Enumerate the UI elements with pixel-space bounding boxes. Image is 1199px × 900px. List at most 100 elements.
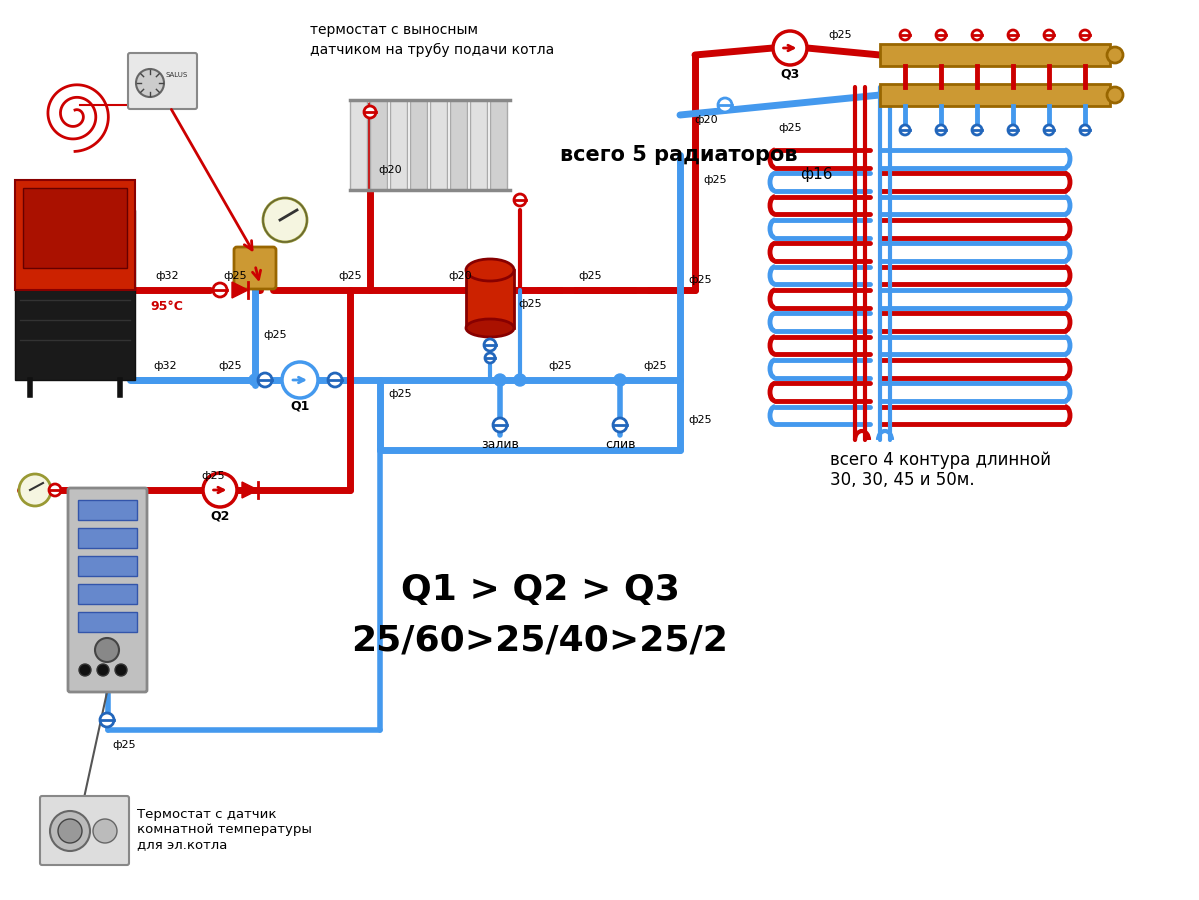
Bar (466, 270, 514, 328)
Circle shape (19, 474, 52, 506)
Circle shape (213, 283, 227, 297)
Ellipse shape (466, 319, 514, 337)
Circle shape (135, 69, 164, 97)
Circle shape (97, 664, 109, 676)
FancyBboxPatch shape (68, 488, 147, 692)
Circle shape (494, 374, 506, 386)
Text: датчиком на трубу подачи котла: датчиком на трубу подачи котла (311, 43, 554, 57)
Text: ф25: ф25 (223, 271, 247, 281)
Bar (78, 612, 137, 632)
Bar (370, 100, 387, 190)
Text: 30, 30, 45 и 50м.: 30, 30, 45 и 50м. (830, 471, 975, 489)
Circle shape (1044, 30, 1054, 40)
Text: Q2: Q2 (210, 509, 230, 523)
Text: слив: слив (604, 438, 635, 452)
Bar (78, 528, 137, 548)
Text: ф25: ф25 (218, 361, 242, 371)
Polygon shape (242, 482, 258, 498)
Circle shape (718, 98, 733, 112)
Text: SALUS: SALUS (165, 72, 188, 78)
Text: ф25: ф25 (643, 361, 667, 371)
Circle shape (258, 373, 272, 387)
Circle shape (100, 713, 114, 727)
Circle shape (49, 484, 61, 496)
Bar (470, 100, 487, 190)
Text: ф25: ф25 (518, 299, 542, 309)
Circle shape (329, 373, 342, 387)
Circle shape (514, 194, 526, 206)
Text: ф16: ф16 (800, 167, 832, 183)
Bar (880, 44, 1110, 66)
Text: ф25: ф25 (703, 175, 727, 185)
FancyBboxPatch shape (40, 796, 129, 865)
Text: Q1 > Q2 > Q3: Q1 > Q2 > Q3 (400, 573, 680, 607)
Text: ф25: ф25 (201, 471, 225, 481)
Bar (78, 556, 137, 576)
Text: ф20: ф20 (448, 271, 472, 281)
Bar (16, 210, 135, 380)
Circle shape (936, 125, 946, 135)
Bar (410, 100, 427, 190)
Bar (16, 180, 135, 290)
Circle shape (58, 819, 82, 843)
Text: ф25: ф25 (778, 123, 802, 133)
Bar (490, 100, 507, 190)
Circle shape (94, 819, 118, 843)
Text: ф25: ф25 (263, 330, 287, 340)
Text: Q3: Q3 (781, 68, 800, 80)
Circle shape (900, 125, 910, 135)
Bar (78, 500, 137, 520)
Bar (880, 84, 1110, 106)
Circle shape (1107, 47, 1123, 63)
Text: ф25: ф25 (112, 740, 135, 750)
Text: 25/60>25/40>25/2: 25/60>25/40>25/2 (351, 623, 729, 657)
Bar (390, 100, 406, 190)
Circle shape (1044, 125, 1054, 135)
Circle shape (95, 638, 119, 662)
Text: ф32: ф32 (155, 271, 179, 281)
Circle shape (936, 30, 946, 40)
Circle shape (263, 198, 307, 242)
Circle shape (972, 125, 982, 135)
Circle shape (50, 811, 90, 851)
Circle shape (900, 30, 910, 40)
Text: ф20: ф20 (694, 115, 718, 125)
Circle shape (614, 374, 626, 386)
Bar (350, 100, 367, 190)
Text: ф20: ф20 (378, 165, 402, 175)
Circle shape (613, 418, 627, 432)
Circle shape (484, 339, 496, 351)
Text: ф32: ф32 (153, 361, 176, 371)
Text: термостат с выносным: термостат с выносным (311, 23, 478, 37)
Bar (23, 188, 127, 268)
Bar (430, 100, 447, 190)
FancyBboxPatch shape (234, 247, 276, 289)
Text: ф25: ф25 (688, 275, 712, 285)
Text: ф25: ф25 (338, 271, 362, 281)
Text: 95°С: 95°С (151, 300, 183, 312)
Text: всего 4 контура длинной: всего 4 контура длинной (830, 451, 1052, 469)
Circle shape (486, 353, 495, 363)
Text: залив: залив (481, 438, 519, 452)
Ellipse shape (466, 259, 514, 281)
Text: всего 5 радиаторов: всего 5 радиаторов (560, 145, 797, 165)
Circle shape (972, 30, 982, 40)
Polygon shape (231, 282, 248, 298)
Text: Q1: Q1 (290, 400, 309, 412)
Text: Термостат с датчик
комнатной температуры
для эл.котла: Термостат с датчик комнатной температуры… (137, 808, 312, 851)
Circle shape (249, 374, 261, 386)
Text: ф25: ф25 (388, 389, 411, 399)
Bar (78, 584, 137, 604)
Circle shape (203, 473, 237, 507)
Circle shape (282, 362, 318, 398)
Circle shape (514, 374, 526, 386)
Circle shape (79, 664, 91, 676)
Text: ф25: ф25 (578, 271, 602, 281)
Circle shape (1008, 30, 1018, 40)
Circle shape (493, 418, 507, 432)
Text: ф25: ф25 (829, 30, 851, 40)
Circle shape (1080, 125, 1090, 135)
Circle shape (115, 664, 127, 676)
Text: ф25: ф25 (548, 361, 572, 371)
Circle shape (1080, 30, 1090, 40)
